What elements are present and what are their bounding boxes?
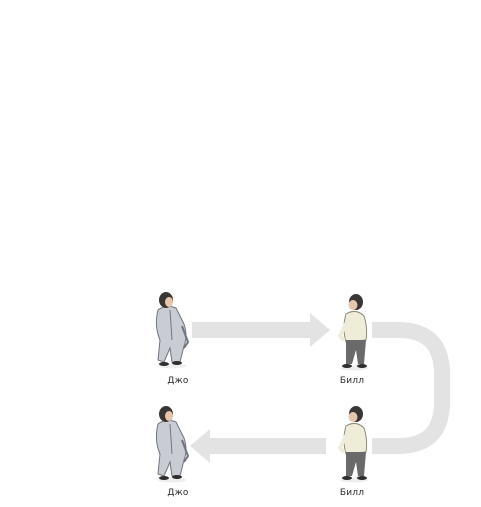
arrow-bill-to-joe — [190, 429, 326, 463]
bill-label-bottom: Билл — [339, 488, 365, 498]
joe-figure-bottom — [155, 406, 190, 483]
joe-label-top: Джо — [167, 376, 189, 386]
joe-label-bottom: Джо — [167, 488, 189, 498]
bill-figure-top — [337, 294, 368, 371]
arrow-return-loop — [372, 322, 450, 454]
bill-figure-bottom — [337, 406, 368, 483]
bill-label-top: Билл — [339, 376, 365, 386]
arrow-joe-to-bill — [192, 313, 330, 347]
joe-figure-top — [155, 292, 190, 369]
